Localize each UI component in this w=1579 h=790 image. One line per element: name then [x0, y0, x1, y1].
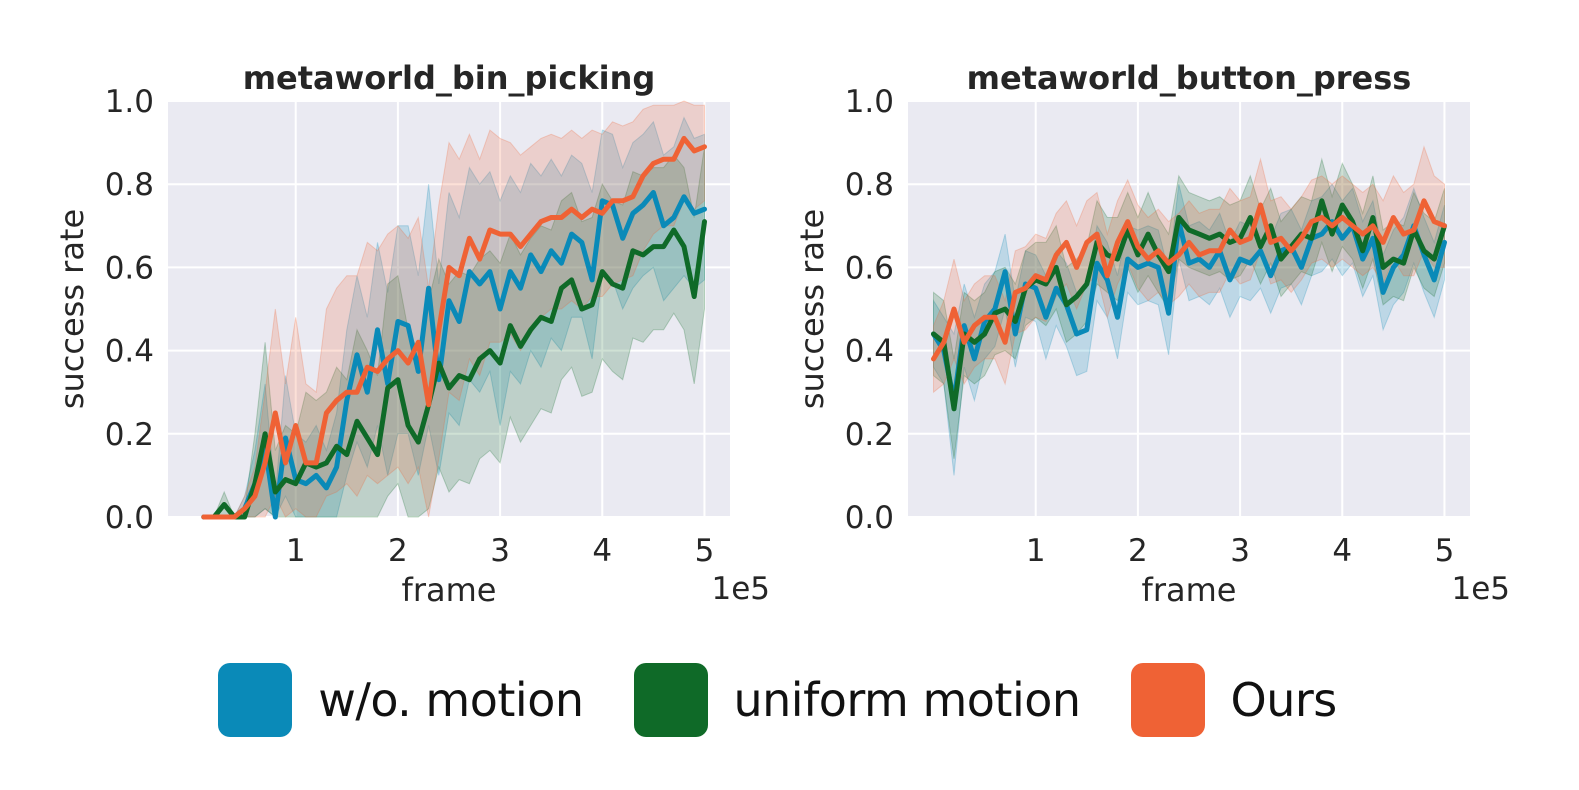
x-tick-label: 3 — [1230, 533, 1250, 569]
figure: 0.0 0.2 0.4 0.6 0.8 1.0 1 2 3 4 5 metaworld_bin_pic… — [53, 59, 1510, 609]
x-tick-label: 2 — [388, 533, 408, 569]
y-tick-label: 0.6 — [105, 250, 154, 286]
y-tick-label: 0.4 — [105, 334, 154, 370]
x-multiplier-label: 1e5 — [711, 571, 770, 607]
x-tick-label: 1 — [286, 533, 306, 569]
y-tick-label: 0.2 — [105, 417, 154, 453]
x-axis-label: frame — [402, 571, 497, 609]
series-line-w-o-motion — [201, 190, 707, 520]
y-tick-label: 0.4 — [845, 334, 894, 370]
series-line-ours — [201, 135, 707, 520]
y-axis-label: success rate — [793, 209, 831, 409]
series-line-uniform-motion — [931, 198, 1447, 412]
series-line-uniform-motion — [201, 219, 707, 520]
x-tick-label: 3 — [490, 533, 510, 569]
x-tick-label: 2 — [1128, 533, 1148, 569]
y-tick-label: 0.0 — [845, 500, 894, 536]
y-tick-label: 0.6 — [845, 250, 894, 286]
legend-swatch-uniform-motion — [633, 663, 708, 737]
chart-title: metaworld_button_press — [967, 59, 1412, 97]
y-axis-label: success rate — [53, 209, 91, 409]
x-multiplier-label: 1e5 — [1451, 571, 1510, 607]
x-tick-label: 4 — [1332, 533, 1352, 569]
x-axis-label: frame — [1142, 571, 1237, 609]
chart-title: metaworld_bin_picking — [243, 59, 656, 97]
x-tick-label: 4 — [592, 533, 612, 569]
legend-item-wo-motion: w/o. motion — [218, 663, 607, 737]
legend-item-uniform-motion: uniform motion — [633, 663, 1105, 737]
y-tick-label: 0.8 — [845, 167, 894, 203]
legend-swatch-wo-motion — [218, 663, 293, 737]
y-tick-label: 0.2 — [845, 417, 894, 453]
y-tick-label: 1.0 — [845, 84, 894, 120]
y-tick-label: 1.0 — [105, 84, 154, 120]
legend-item-ours: Ours — [1130, 663, 1361, 737]
legend: w/o. motion uniform motion Ours — [0, 650, 1579, 750]
x-tick-label: 1 — [1026, 533, 1046, 569]
legend-swatch-ours — [1130, 663, 1205, 737]
chart-panel-1: 0.0 0.2 0.4 0.6 0.8 1.0 1 2 3 4 5 metaworld_bin_pic… — [53, 59, 770, 609]
x-tick-label: 5 — [1435, 533, 1455, 569]
x-tick-label: 5 — [695, 533, 715, 569]
confidence-band-w-o-motion — [933, 183, 1445, 476]
y-tick-label: 0.0 — [105, 500, 154, 536]
legend-label-uniform-motion: uniform motion — [733, 673, 1082, 727]
y-tick-label: 0.8 — [105, 167, 154, 203]
chart-panel-2: 0.0 0.2 0.4 0.6 0.8 1.0 1 2 3 4 5 metaworld_button_… — [793, 59, 1510, 609]
series-line-ours — [931, 198, 1447, 362]
legend-label-wo-motion: w/o. motion — [318, 673, 584, 727]
legend-label-ours: Ours — [1230, 673, 1338, 727]
